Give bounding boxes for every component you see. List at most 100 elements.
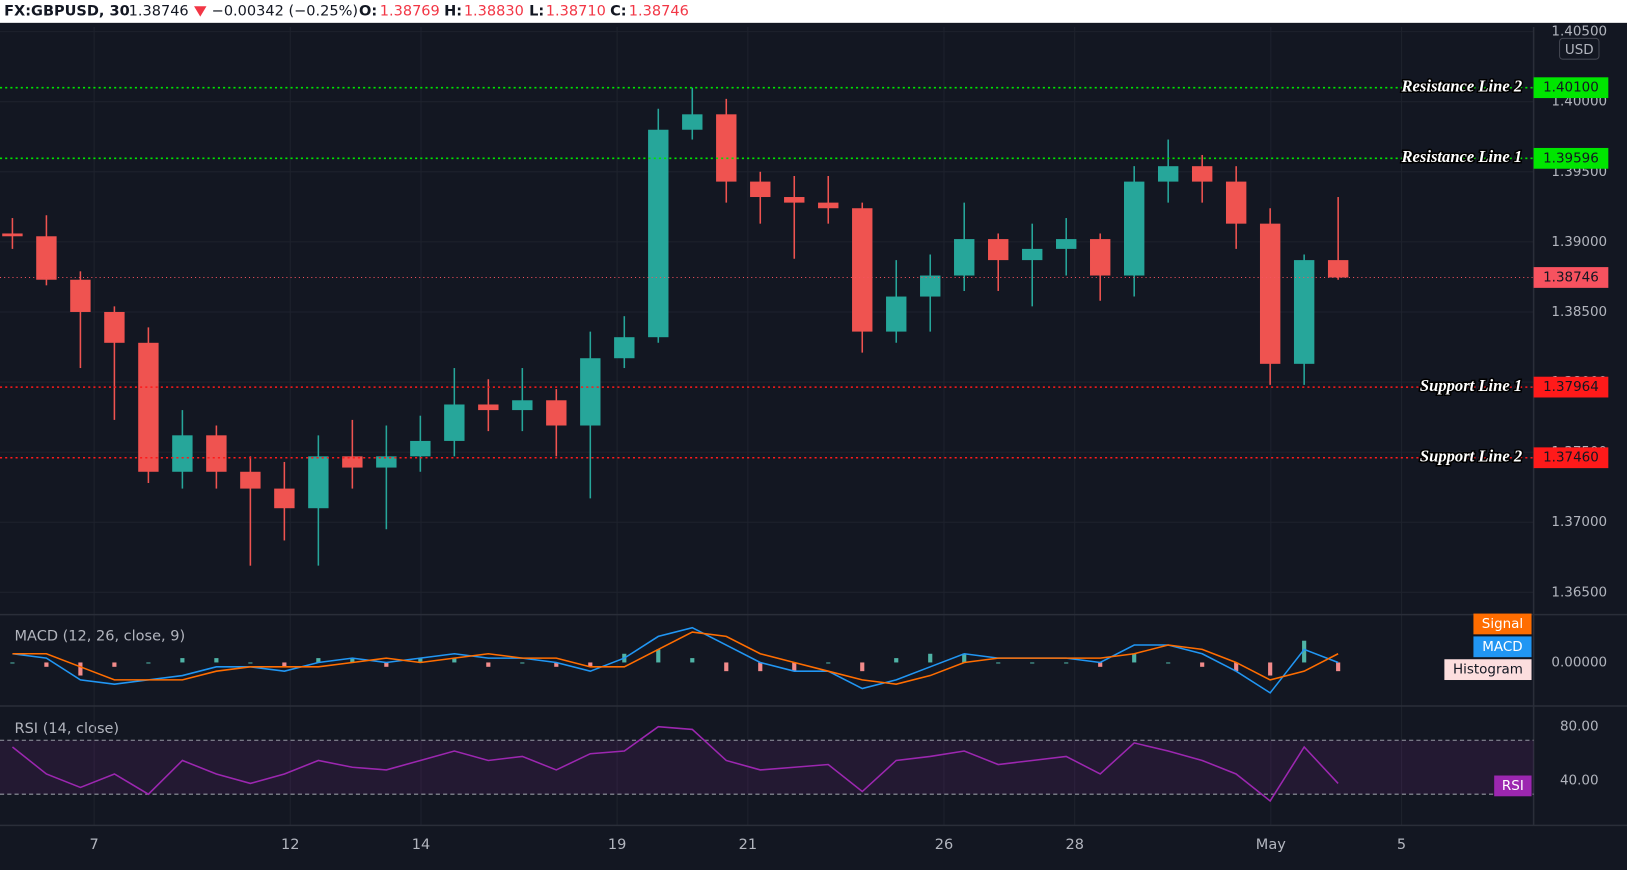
low-value: 1.38710: [546, 3, 606, 19]
histogram-bar: [894, 658, 899, 663]
candle-body: [1259, 223, 1281, 364]
rsi-tag: [1494, 775, 1532, 797]
macd-tick-label: 0.00000: [1551, 654, 1607, 670]
level-name: Resistance Line 1: [1400, 147, 1522, 166]
currency: USD: [1565, 42, 1594, 58]
legend-label: Histogram: [1453, 662, 1523, 678]
x-tick-label: 19: [608, 837, 626, 853]
histogram-bar: [1200, 662, 1205, 667]
histogram-bar: [1064, 662, 1069, 664]
x-tick-label: 14: [412, 837, 430, 853]
level-tag: [1533, 447, 1609, 469]
candle-body: [1293, 260, 1315, 364]
x-tick-label: 21: [739, 837, 757, 853]
macd-title: MACD (12, 26, close, 9): [15, 628, 186, 644]
histogram-bar: [10, 662, 15, 664]
y-tick-label: 1.37000: [1551, 514, 1607, 530]
open-label: O:: [359, 3, 377, 19]
level-tag-label: 1.37460: [1543, 450, 1599, 466]
x-tick-label: 28: [1065, 837, 1083, 853]
down-arrow: [194, 6, 207, 17]
x-tick-label: 26: [935, 837, 953, 853]
macd-line: [12, 626, 1339, 694]
candle-body: [1056, 239, 1077, 249]
histogram-bar: [418, 658, 423, 663]
level-name: Support Line 1: [1420, 376, 1522, 395]
histogram-bar: [1336, 662, 1341, 672]
candle-body: [36, 236, 57, 280]
candle-body: [1191, 166, 1213, 182]
rsi-tick-label: 40.00: [1560, 773, 1599, 789]
macd-line: [12, 631, 1339, 685]
y-tick-label: 1.39000: [1551, 234, 1607, 250]
candle-body: [1157, 166, 1179, 182]
rsi-tag-label: RSI: [1502, 778, 1524, 794]
histogram-bar: [214, 658, 219, 663]
y-tick-label: 1.38500: [1551, 304, 1607, 320]
candle-body: [138, 342, 159, 472]
rsi-tick-label: 80.00: [1560, 719, 1599, 735]
histogram-bar: [316, 658, 321, 663]
legend-label: MACD: [1482, 639, 1522, 655]
level-tag-label: 1.37964: [1543, 379, 1599, 395]
candle-body: [478, 404, 499, 411]
histogram-bar: [282, 662, 287, 667]
x-tick-label: 12: [281, 837, 299, 853]
histogram-bar: [962, 653, 967, 663]
level-name: Resistance Line 2: [1400, 76, 1522, 95]
histogram-bar: [656, 649, 661, 663]
low-label: L:: [529, 3, 544, 19]
symbol: FX:GBPUSD, 30: [4, 3, 130, 19]
histogram-bar: [248, 662, 253, 664]
candle-body: [818, 202, 839, 209]
candle-body: [988, 239, 1009, 261]
candle-body: [1123, 181, 1145, 276]
histogram-bar: [724, 662, 729, 672]
candle-body: [1022, 248, 1043, 261]
candle-body: [750, 181, 771, 198]
candle-body: [444, 404, 465, 441]
y-tick-label: 1.36500: [1551, 584, 1607, 600]
candle-body: [546, 400, 567, 426]
x-tick-label: 5: [1397, 837, 1406, 853]
candle-body: [1327, 260, 1349, 278]
last-price-tag-label: 1.38746: [1543, 269, 1599, 285]
level-name: Support Line 2: [1420, 447, 1522, 466]
x-tick-label: May: [1256, 837, 1286, 853]
level-tag-label: 1.40100: [1543, 80, 1599, 96]
close-label: C:: [610, 3, 626, 19]
histogram-bar: [350, 658, 355, 663]
legend-tag: [1473, 636, 1532, 658]
histogram-bar: [78, 662, 83, 676]
histogram-bar: [520, 662, 525, 664]
histogram-bar: [44, 662, 49, 667]
level-tag-label: 1.39596: [1543, 150, 1599, 166]
high-label: H:: [444, 3, 462, 19]
histogram-bar: [1234, 662, 1239, 672]
change: −0.00342 (−0.25%): [212, 3, 358, 19]
candle-body: [1090, 239, 1111, 276]
candle-body: [2, 233, 23, 237]
candle-body: [886, 296, 907, 332]
histogram-bar: [486, 662, 491, 667]
histogram-bar: [792, 662, 797, 672]
histogram-bar: [1098, 662, 1103, 667]
candle-body: [784, 197, 805, 203]
candle-body: [206, 435, 227, 472]
histogram-bar: [1166, 662, 1171, 664]
histogram-bar: [1030, 662, 1035, 664]
candle-body: [512, 400, 533, 411]
candle-body: [376, 456, 397, 468]
histogram-bar: [554, 662, 559, 667]
candle-body: [172, 435, 193, 472]
candle-body: [682, 114, 703, 130]
legend-tag: [1473, 613, 1532, 635]
histogram-bar: [384, 662, 389, 667]
open-value: 1.38769: [380, 3, 440, 19]
candle-body: [70, 279, 91, 312]
histogram-bar: [452, 658, 457, 663]
histogram-bar: [996, 662, 1001, 664]
last-price-tag: [1533, 267, 1609, 288]
